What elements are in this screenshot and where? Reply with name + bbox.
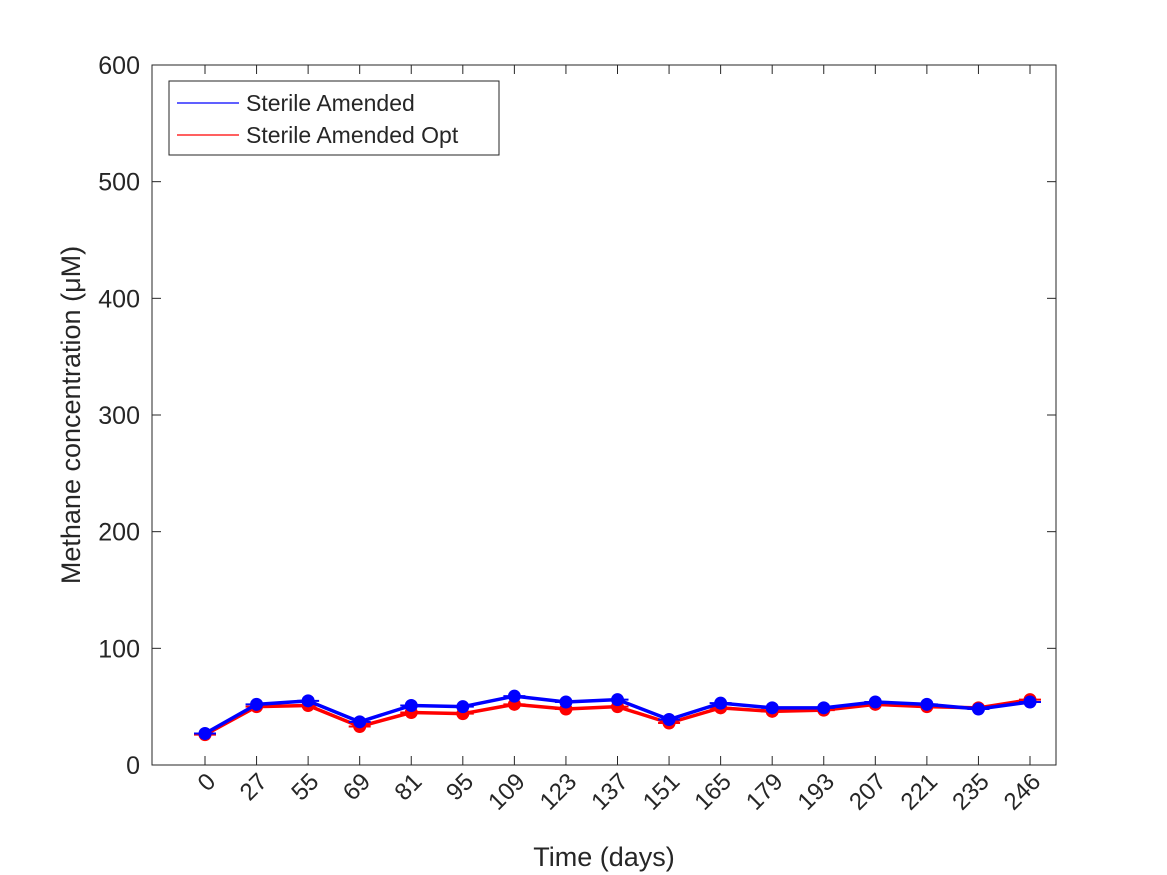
data-point bbox=[971, 702, 985, 716]
x-axis-label: Time (days) bbox=[533, 842, 675, 872]
y-axis-label: Methane concentration (μM) bbox=[56, 246, 86, 584]
y-tick-label: 400 bbox=[98, 285, 140, 313]
y-tick-labels: 0 100 200 300 400 500 600 bbox=[98, 52, 140, 780]
legend-label: Sterile Amended Opt bbox=[246, 122, 459, 148]
data-point bbox=[404, 699, 418, 712]
data-point bbox=[559, 695, 573, 709]
y-tick-label: 100 bbox=[98, 635, 140, 663]
y-tick-label: 200 bbox=[98, 519, 140, 547]
data-point bbox=[250, 697, 264, 711]
data-point bbox=[456, 700, 470, 714]
data-point bbox=[817, 701, 831, 715]
data-point bbox=[662, 713, 676, 726]
data-point bbox=[198, 727, 212, 740]
plot-area bbox=[151, 64, 1057, 766]
data-point bbox=[1023, 695, 1037, 709]
y-tick-label: 600 bbox=[98, 52, 140, 80]
legend: Sterile Amended Sterile Amended Opt bbox=[168, 80, 500, 156]
legend-label: Sterile Amended bbox=[246, 90, 415, 116]
data-point bbox=[920, 697, 934, 711]
series-1 bbox=[194, 689, 1041, 740]
data-point bbox=[611, 693, 624, 707]
data-point bbox=[507, 689, 521, 703]
legend-box bbox=[168, 80, 500, 156]
y-tick-label: 0 bbox=[126, 752, 140, 780]
y-tick-label: 500 bbox=[98, 169, 140, 197]
data-point bbox=[301, 694, 315, 708]
y-tick-label: 300 bbox=[98, 402, 140, 430]
data-point bbox=[353, 715, 367, 729]
data-point bbox=[765, 701, 779, 715]
series-layer bbox=[194, 689, 1041, 742]
data-point bbox=[868, 695, 882, 709]
data-point bbox=[714, 696, 728, 710]
axis-ticks bbox=[152, 64, 1056, 766]
